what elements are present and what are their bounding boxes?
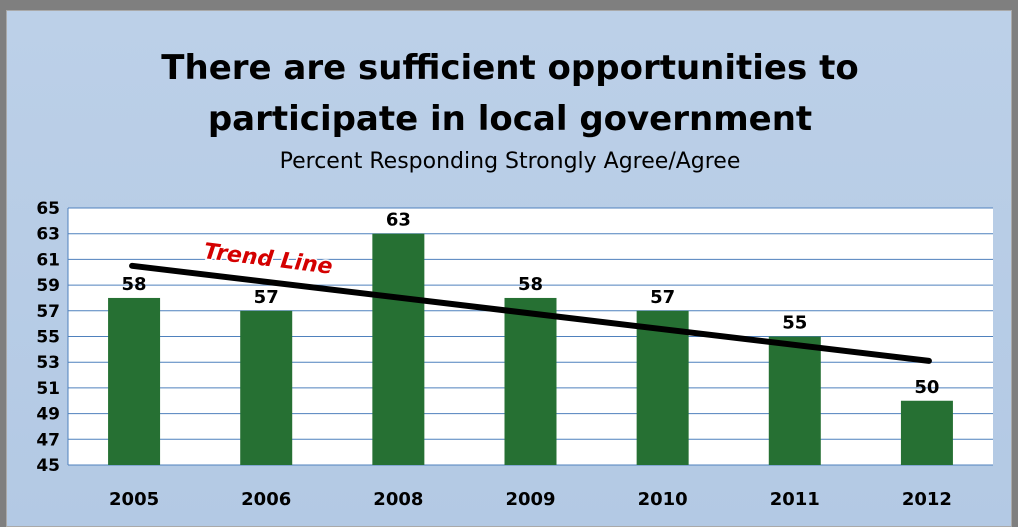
bar-2006: [240, 310, 293, 465]
y-tick-label: 57: [36, 302, 60, 322]
bar-2005: [108, 297, 161, 465]
bar-2011: [768, 336, 821, 465]
x-tick-label-2011: 2011: [770, 489, 820, 510]
bar-2012: [900, 400, 953, 465]
x-tick-label-2008: 2008: [373, 489, 423, 510]
y-tick-label: 51: [36, 379, 60, 399]
x-tick-label-2012: 2012: [902, 489, 952, 510]
data-label-2010: 57: [650, 287, 675, 308]
y-tick-label: 65: [36, 199, 60, 219]
y-tick-label: 61: [36, 250, 60, 270]
data-label-2008: 63: [386, 210, 411, 231]
x-tick-label-2005: 2005: [109, 489, 159, 510]
data-label-2006: 57: [254, 287, 279, 308]
y-tick-label: 49: [36, 405, 60, 425]
bar-2008: [372, 233, 425, 465]
y-tick-label: 53: [36, 353, 60, 373]
data-label-2012: 50: [914, 377, 939, 398]
y-tick-label: 47: [36, 430, 60, 450]
y-tick-label: 45: [36, 456, 60, 476]
x-tick-label-2006: 2006: [241, 489, 291, 510]
chart-subtitle: Percent Responding Strongly Agree/Agree: [279, 149, 741, 174]
data-label-2009: 58: [518, 274, 543, 295]
y-tick-label: 63: [36, 225, 60, 245]
chart-title-line-1: There are sufficient opportunities to: [161, 48, 859, 88]
x-tick-label-2009: 2009: [505, 489, 555, 510]
data-label-2005: 58: [122, 274, 147, 295]
y-tick-label: 59: [36, 276, 60, 296]
chart-title-line-2: participate in local government: [207, 99, 813, 139]
trend-line: [129, 262, 932, 364]
bar-2010: [636, 310, 689, 465]
data-label-2011: 55: [782, 313, 807, 334]
y-tick-label: 55: [36, 328, 60, 348]
bar-2009: [504, 297, 557, 465]
x-tick-label-2010: 2010: [638, 489, 688, 510]
